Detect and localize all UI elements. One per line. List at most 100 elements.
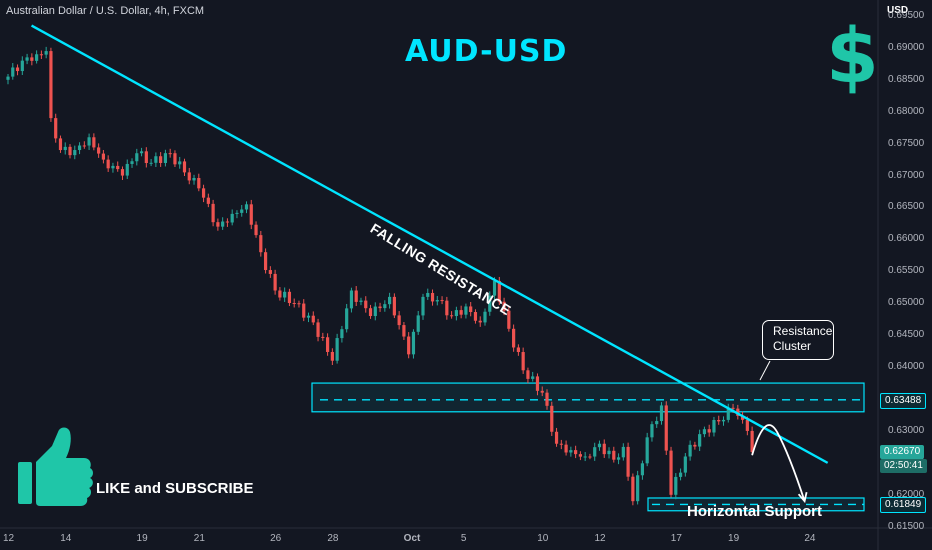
candle-body <box>693 444 697 447</box>
candle-body <box>640 463 645 476</box>
y-tick-label: 0.66500 <box>888 201 925 213</box>
candle-body <box>454 310 458 317</box>
candle-body <box>297 303 301 305</box>
candle-body <box>287 291 292 304</box>
candle-body <box>373 306 377 317</box>
support-price-tag: 0.61849 <box>880 497 927 514</box>
candle-body <box>168 153 172 155</box>
candle-body <box>163 153 168 163</box>
candle-body <box>325 337 330 352</box>
candle-body <box>631 476 635 502</box>
candle-body <box>292 303 296 305</box>
y-tick-label: 0.67500 <box>888 137 925 149</box>
candle-body <box>440 300 444 302</box>
x-tick-label: 14 <box>60 533 72 544</box>
bar-countdown-tag: 02:50:41 <box>880 459 927 474</box>
resistance-cluster-callout: Resistance Cluster <box>762 320 834 360</box>
y-tick-label: 0.66000 <box>888 233 925 245</box>
candle-body <box>674 476 678 495</box>
candle-body <box>254 224 258 236</box>
candle-body <box>249 204 253 225</box>
x-tick-label: 24 <box>804 533 816 544</box>
candle-body <box>545 392 549 406</box>
candle-body <box>230 213 234 223</box>
candle-body <box>178 161 182 165</box>
candle-body <box>49 51 53 119</box>
candle-body <box>607 450 611 455</box>
candle-body <box>492 280 497 296</box>
candle-body <box>349 290 354 309</box>
x-tick-label: 17 <box>670 533 682 544</box>
axis-unit-label: USD <box>887 5 909 16</box>
candle-body <box>740 415 745 420</box>
candle-body <box>569 450 573 453</box>
like-subscribe-label: LIKE and SUBSCRIBE <box>96 480 254 497</box>
candle-body <box>516 347 520 353</box>
candle-body <box>364 300 368 309</box>
candle-body <box>383 304 387 309</box>
x-tick-label: 19 <box>136 533 148 544</box>
candle-body <box>97 147 101 154</box>
candle-body <box>149 162 153 164</box>
candle-body <box>20 60 24 72</box>
candle-body <box>30 57 34 61</box>
candle-body <box>550 405 554 432</box>
candle-body <box>531 376 535 379</box>
candle-body <box>87 137 91 146</box>
candle-body <box>564 444 568 453</box>
candle-body <box>144 151 148 164</box>
candle-body <box>388 296 392 305</box>
resistance-price-tag: 0.63488 <box>880 392 927 409</box>
candle-body <box>497 280 501 302</box>
candle-body <box>459 310 463 315</box>
candle-body <box>392 296 396 316</box>
candle-body <box>192 177 196 181</box>
y-tick-label: 0.65000 <box>888 297 925 309</box>
candle-body <box>426 292 430 297</box>
candle-body <box>512 328 516 348</box>
symbol-label[interactable]: Australian Dollar / U.S. Dollar, 4h, FXC… <box>6 5 205 17</box>
candle-body <box>187 172 191 181</box>
projection-path <box>751 424 806 502</box>
candle-body <box>435 300 439 302</box>
candle-body <box>407 336 411 355</box>
candle-body <box>683 456 687 473</box>
candle-body <box>726 407 730 420</box>
y-tick-label: 0.67000 <box>888 169 925 181</box>
candle-body <box>159 156 163 163</box>
falling-resistance-line <box>30 24 829 464</box>
x-tick-label: 26 <box>270 533 282 544</box>
y-tick-label: 0.64000 <box>888 361 925 373</box>
candle-body <box>588 456 592 458</box>
candle-body <box>702 429 707 435</box>
candle-body <box>173 153 177 165</box>
candle-body <box>306 315 311 318</box>
candle-body <box>664 405 668 451</box>
candle-body <box>669 450 673 495</box>
candle-body <box>68 146 72 156</box>
callout-pointer <box>759 360 771 381</box>
dollar-sign-icon: $ <box>826 11 879 100</box>
candle-body <box>259 235 263 253</box>
candle-body <box>221 221 225 227</box>
candle-body <box>578 454 582 457</box>
candle-body <box>469 306 473 313</box>
candle-body <box>650 424 654 438</box>
y-tick-label: 0.62000 <box>888 488 925 500</box>
current-price-tag: 0.62670 <box>880 445 925 460</box>
candle-body <box>402 325 406 337</box>
candle-body <box>77 145 82 151</box>
candle-body <box>678 472 683 477</box>
candle-body <box>636 475 640 502</box>
candle-body <box>368 308 373 317</box>
candle-body <box>273 273 277 291</box>
candle-body <box>278 290 282 298</box>
candle-body <box>240 209 244 213</box>
candle-body <box>130 161 134 164</box>
resistance-zone <box>311 382 865 413</box>
candle-body <box>731 407 735 409</box>
candle-body <box>626 446 630 477</box>
candle-body <box>111 165 115 169</box>
candle-body <box>283 291 287 298</box>
